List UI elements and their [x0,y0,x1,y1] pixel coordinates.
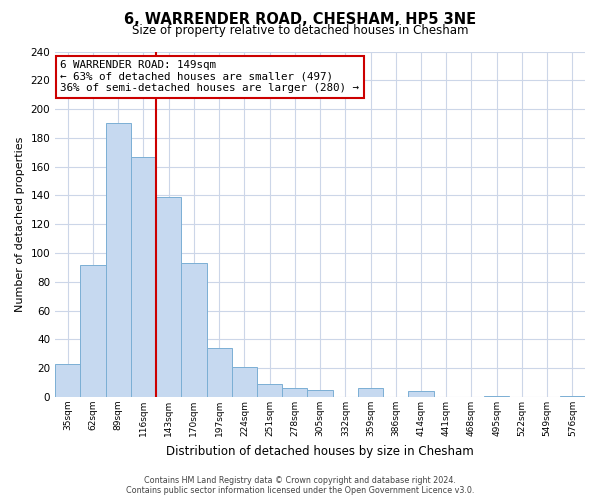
Bar [181,263,206,397]
Bar [80,264,106,397]
Bar [409,392,434,397]
Bar [307,390,332,397]
Text: Contains HM Land Registry data © Crown copyright and database right 2024.
Contai: Contains HM Land Registry data © Crown c… [126,476,474,495]
Text: 6, WARRENDER ROAD, CHESHAM, HP5 3NE: 6, WARRENDER ROAD, CHESHAM, HP5 3NE [124,12,476,28]
Bar [257,384,282,397]
Bar [232,367,257,397]
Bar [282,388,307,397]
Bar [55,364,80,397]
Bar [484,396,509,397]
Y-axis label: Number of detached properties: Number of detached properties [15,136,25,312]
Text: 6 WARRENDER ROAD: 149sqm
← 63% of detached houses are smaller (497)
36% of semi-: 6 WARRENDER ROAD: 149sqm ← 63% of detach… [61,60,359,94]
Bar [131,156,156,397]
Bar [156,197,181,397]
Bar [106,124,131,397]
Bar [206,348,232,397]
Bar [560,396,585,397]
X-axis label: Distribution of detached houses by size in Chesham: Distribution of detached houses by size … [166,444,474,458]
Bar [358,388,383,397]
Text: Size of property relative to detached houses in Chesham: Size of property relative to detached ho… [132,24,468,37]
